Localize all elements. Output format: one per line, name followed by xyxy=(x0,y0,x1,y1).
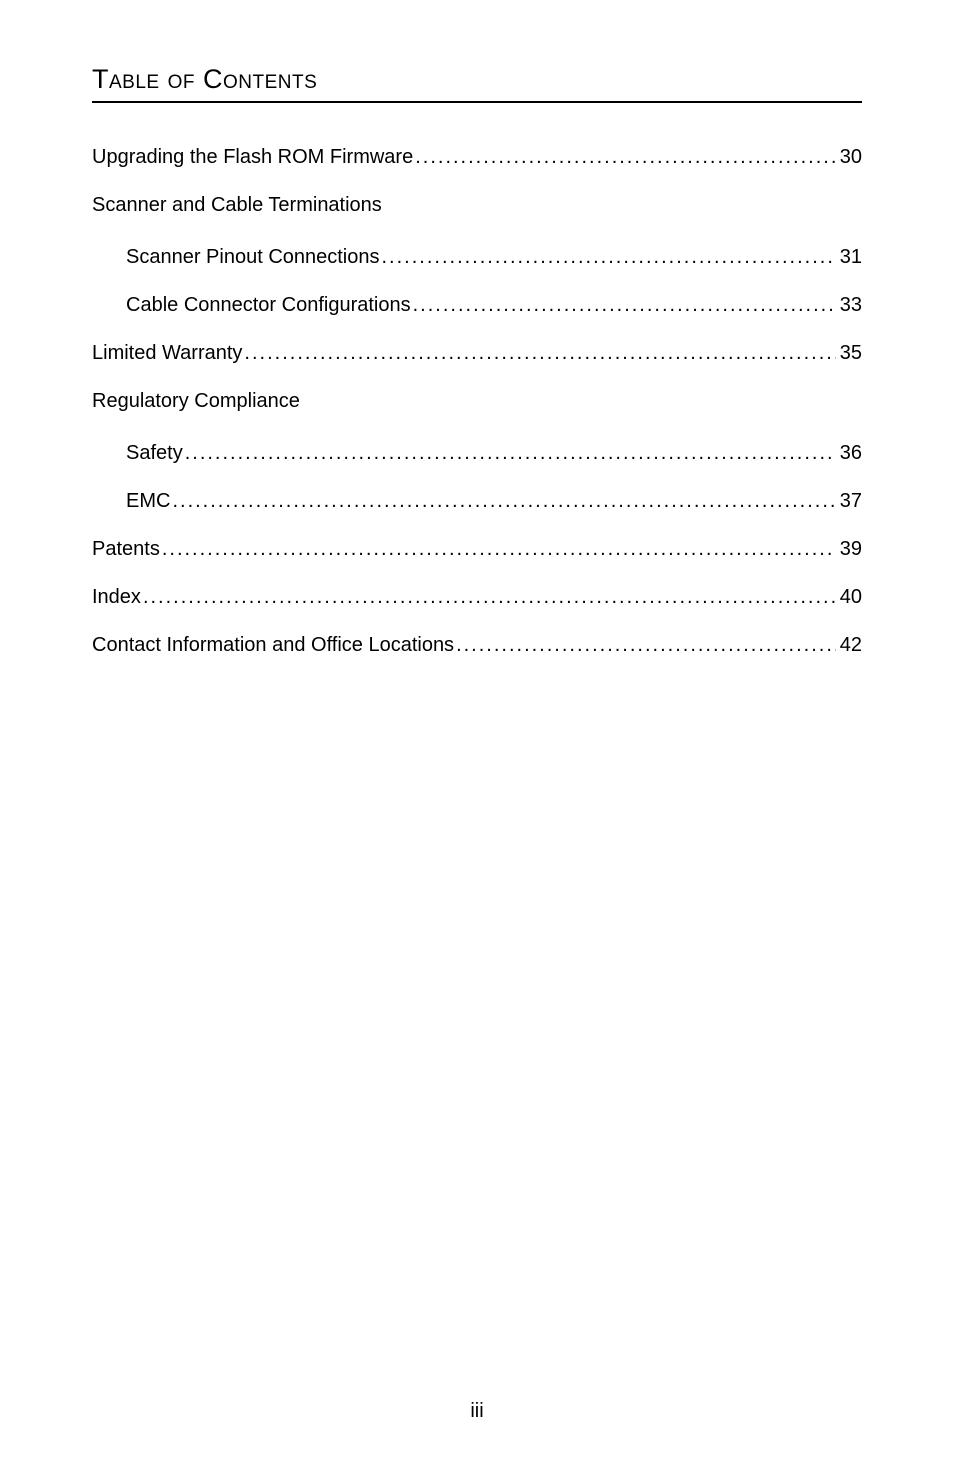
toc-page: 31 xyxy=(836,245,862,269)
toc-entries: Upgrading the Flash ROM Firmware 30 Scan… xyxy=(92,145,862,657)
toc-row: EMC 37 xyxy=(92,489,862,513)
toc-page: 33 xyxy=(836,293,862,317)
toc-page: 37 xyxy=(836,489,862,513)
toc-label: EMC xyxy=(126,489,170,513)
toc-page: 35 xyxy=(836,341,862,365)
toc-leader xyxy=(380,245,836,269)
toc-row: Scanner Pinout Connections 31 xyxy=(92,245,862,269)
page-number: iii xyxy=(0,1400,954,1423)
toc-row: Cable Connector Configurations 33 xyxy=(92,293,862,317)
toc-label: Contact Information and Office Locations xyxy=(92,633,454,657)
toc-page: 36 xyxy=(836,441,862,465)
toc-section-label: Regulatory Compliance xyxy=(92,389,300,413)
toc-section-label: Scanner and Cable Terminations xyxy=(92,193,382,217)
toc-label: Scanner Pinout Connections xyxy=(126,245,380,269)
toc-label: Limited Warranty xyxy=(92,341,242,365)
toc-leader xyxy=(170,489,835,513)
toc-row: Index 40 xyxy=(92,585,862,609)
toc-row: Upgrading the Flash ROM Firmware 30 xyxy=(92,145,862,169)
toc-leader xyxy=(141,585,836,609)
toc-label: Upgrading the Flash ROM Firmware xyxy=(92,145,413,169)
toc-label: Safety xyxy=(126,441,183,465)
toc-leader xyxy=(411,293,836,317)
toc-leader xyxy=(413,145,836,169)
toc-row: Scanner and Cable Terminations xyxy=(92,193,862,217)
toc-label: Patents xyxy=(92,537,160,561)
page-title: Table of Contents xyxy=(92,64,862,103)
toc-leader xyxy=(242,341,835,365)
toc-page: 42 xyxy=(836,633,862,657)
toc-page: 30 xyxy=(836,145,862,169)
toc-label: Cable Connector Configurations xyxy=(126,293,411,317)
toc-row: Patents 39 xyxy=(92,537,862,561)
toc-page: 39 xyxy=(836,537,862,561)
toc-row: Safety 36 xyxy=(92,441,862,465)
toc-leader xyxy=(160,537,836,561)
toc-page: 40 xyxy=(836,585,862,609)
toc-row: Regulatory Compliance xyxy=(92,389,862,413)
toc-row: Contact Information and Office Locations… xyxy=(92,633,862,657)
toc-row: Limited Warranty 35 xyxy=(92,341,862,365)
toc-label: Index xyxy=(92,585,141,609)
toc-leader xyxy=(454,633,836,657)
toc-leader xyxy=(183,441,836,465)
